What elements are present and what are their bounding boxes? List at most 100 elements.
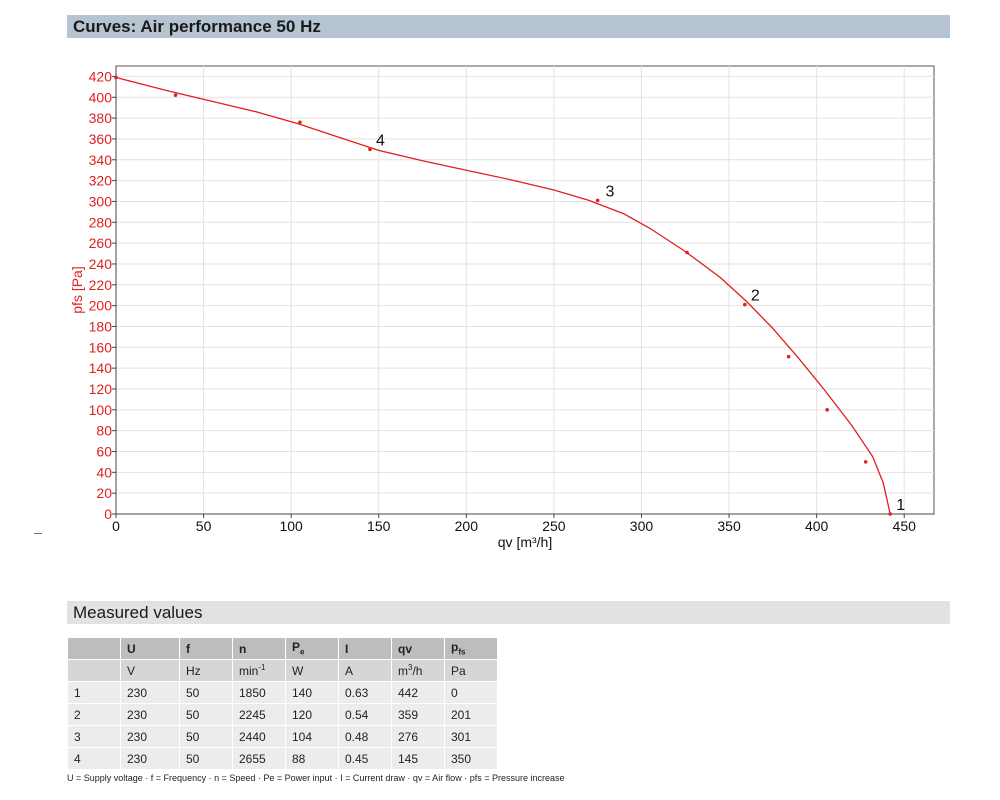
operating-point-label: 2 [751,288,760,305]
table-row: 1 230 50 1850 140 0.63 442 0 [68,682,497,703]
table-header-qv: qv [392,638,444,659]
table-cell: 276 [392,726,444,747]
table-unit-f: Hz [180,660,232,681]
table-header-index [68,638,120,659]
table-unit-Pe: W [286,660,338,681]
table-cell: 230 [121,682,179,703]
table-header-n: n [233,638,285,659]
y-tick-label: 80 [96,423,112,439]
table-cell: 0.48 [339,726,391,747]
divider-dash [34,533,42,534]
table-cell: 442 [392,682,444,703]
table-cell: 145 [392,748,444,769]
table-unit-I: A [339,660,391,681]
x-tick-label: 200 [455,518,479,534]
table-footnote: U = Supply voltage · f = Frequency · n =… [67,773,565,783]
y-tick-label: 140 [89,360,113,376]
table-cell: 230 [121,704,179,725]
table-header-I: I [339,638,391,659]
y-tick-label: 300 [89,193,113,209]
y-axis-label: pfs [Pa] [69,266,85,313]
y-tick-label: 60 [96,443,112,459]
table-cell: 104 [286,726,338,747]
table-cell: 50 [180,682,232,703]
y-tick-label: 120 [89,381,113,397]
table-cell: 50 [180,726,232,747]
table-cell: 88 [286,748,338,769]
y-tick-label: 0 [104,506,112,522]
operating-point-label: 1 [896,497,905,514]
table-cell: 0 [445,682,497,703]
curve-point [114,75,118,80]
measured-title: Measured values [73,603,203,622]
table-cell: 230 [121,748,179,769]
table-cell: 350 [445,748,497,769]
table-row: 4 230 50 2655 88 0.45 145 350 [68,748,497,769]
table-header-Pe: Pe [286,638,338,659]
curve-point [595,198,600,203]
table-cell: 230 [121,726,179,747]
table-cell: 0.45 [339,748,391,769]
y-tick-label: 160 [89,339,113,355]
table-cell: 1850 [233,682,285,703]
operating-point-label: 4 [376,132,385,149]
y-tick-label: 40 [96,464,112,480]
table-unit-qv: m3/h [392,660,444,681]
x-tick-label: 50 [196,518,212,534]
y-tick-label: 320 [89,173,113,189]
table-header-pfs: pfs [445,638,497,659]
y-tick-label: 340 [89,152,113,168]
x-axis-label: qv [m³/h] [498,534,552,550]
table-cell: 1 [68,682,120,703]
performance-curve [115,76,891,515]
x-tick-label: 300 [630,518,654,534]
curve-point [173,93,178,97]
table-cell: 2655 [233,748,285,769]
y-tick-label: 360 [89,131,113,147]
air-performance-chart: 0204060801001201401601802002202402602803… [69,65,935,550]
curves-title: Curves: Air performance 50 Hz [73,17,321,36]
table-cell: 301 [445,726,497,747]
table-unit-U: V [121,660,179,681]
curve-point [368,147,372,152]
y-tick-label: 240 [89,256,113,272]
table-unit-pfs: Pa [445,660,497,681]
curve-point [786,354,791,359]
y-tick-label: 20 [96,485,112,501]
y-tick-label: 260 [89,235,113,251]
y-tick-label: 280 [89,214,113,230]
y-tick-label: 400 [89,89,113,105]
curve-point [298,120,302,125]
table-cell: 140 [286,682,338,703]
table-row: 3 230 50 2440 104 0.48 276 301 [68,726,497,747]
table-cell: 50 [180,748,232,769]
operating-point-label: 3 [605,183,614,200]
x-tick-label: 400 [805,518,829,534]
table-header-f: f [180,638,232,659]
table-cell: 50 [180,704,232,725]
x-tick-label: 250 [542,518,566,534]
table-cell: 0.63 [339,682,391,703]
table-unit-index [68,660,120,681]
curve-point [863,460,868,464]
curves-section-header: Curves: Air performance 50 Hz [67,15,950,38]
y-tick-label: 380 [89,110,113,126]
table-header-U: U [121,638,179,659]
table-cell: 120 [286,704,338,725]
table-cell: 2 [68,704,120,725]
table-cell: 201 [445,704,497,725]
y-tick-label: 200 [89,298,113,314]
x-tick-label: 450 [893,518,917,534]
table-cell: 4 [68,748,120,769]
table-cell: 2245 [233,704,285,725]
table-cell: 3 [68,726,120,747]
curve-point [888,512,893,516]
curve-point [743,302,747,307]
table-cell: 0.54 [339,704,391,725]
table-row: 2 230 50 2245 120 0.54 359 201 [68,704,497,725]
y-tick-label: 420 [89,68,113,84]
curve-point [825,408,829,412]
y-tick-label: 220 [89,277,113,293]
curve-point [685,250,689,255]
